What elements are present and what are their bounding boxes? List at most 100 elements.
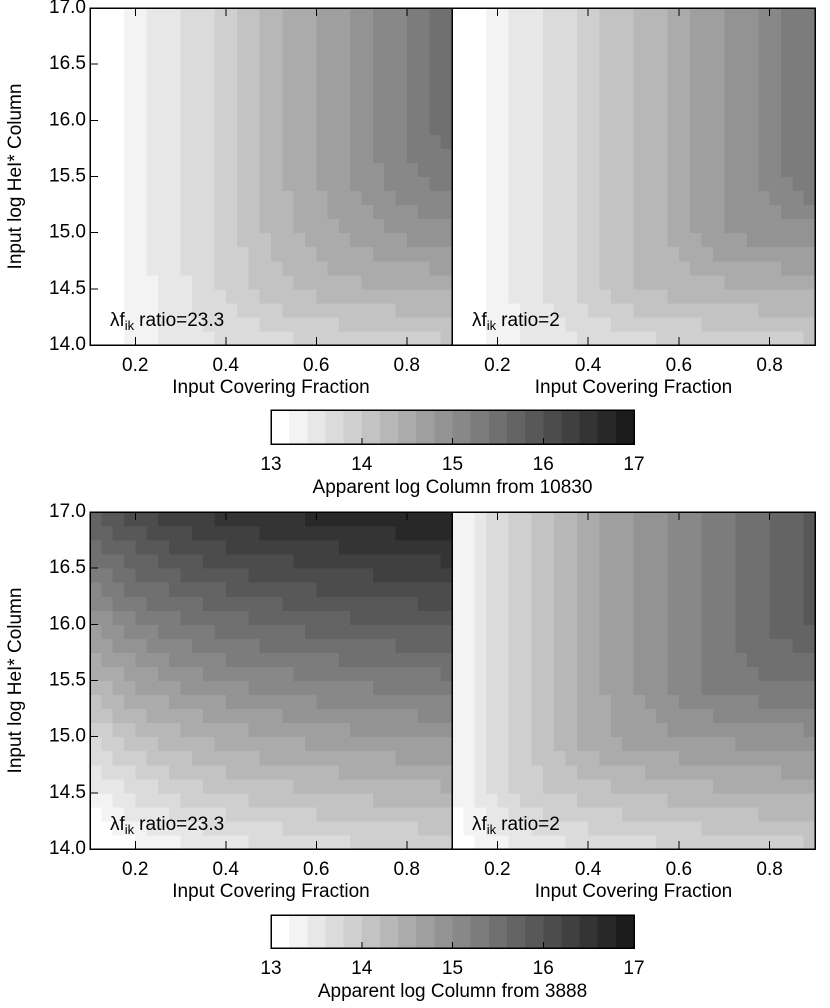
contour-cell: [157, 260, 170, 276]
contour-cell: [180, 64, 193, 79]
contour-cell: [542, 526, 555, 541]
contour-cell: [701, 820, 714, 836]
contour-cell: [384, 106, 396, 121]
contour-cell: [214, 834, 227, 850]
contour-cell: [656, 148, 669, 163]
contour-cell: [418, 568, 430, 583]
contour-cell: [384, 22, 396, 37]
contour-cell: [157, 288, 170, 304]
contour-cell: [644, 806, 657, 822]
contour-cell: [520, 36, 532, 51]
contour-cell: [214, 78, 227, 93]
contour-cell: [90, 806, 102, 822]
contour-cell: [350, 288, 362, 304]
contour-cell: [282, 148, 295, 163]
annotation-sub: ik: [125, 822, 135, 837]
contour-cell: [474, 582, 487, 597]
contour-cell: [146, 232, 159, 248]
contour-cell: [180, 148, 193, 163]
contour-cell: [599, 764, 612, 780]
contour-cell: [520, 162, 532, 177]
contour-cell: [690, 834, 703, 850]
contour-cell: [169, 806, 181, 822]
contour-cell: [418, 638, 430, 653]
contour-cell: [282, 666, 295, 681]
contour-cell: [758, 694, 771, 710]
contour-cell: [406, 834, 419, 850]
contour-cell: [554, 8, 566, 23]
contour-cell: [350, 78, 362, 93]
contour-cell: [803, 148, 816, 163]
contour-cell: [203, 792, 215, 808]
contour-cell: [316, 764, 329, 780]
contour-cell: [486, 540, 498, 555]
contour-cell: [203, 8, 215, 23]
contour-cell: [769, 820, 782, 836]
contour-cell: [406, 708, 419, 724]
contour-cell: [304, 736, 317, 752]
contour-cell: [259, 778, 272, 794]
contour-cell: [271, 526, 283, 541]
contour-cell: [112, 624, 125, 639]
contour-cell: [90, 568, 102, 583]
contour-cell: [746, 36, 759, 51]
contour-cell: [372, 694, 385, 710]
colorbar-cell: [271, 410, 290, 444]
contour-cell: [123, 302, 136, 318]
contour-cell: [440, 778, 453, 794]
contour-cell: [724, 162, 737, 177]
contour-cell: [792, 204, 805, 220]
contour-cell: [237, 176, 249, 192]
colorbar-cell: [452, 915, 472, 948]
contour-cell: [520, 78, 532, 93]
contour-cell: [452, 64, 464, 79]
contour-cell: [248, 232, 261, 248]
contour-cell: [214, 148, 227, 163]
contour-cell: [384, 260, 396, 276]
contour-cell: [248, 218, 261, 234]
contour-cell: [327, 806, 340, 822]
contour-cell: [271, 274, 283, 290]
contour-cell: [406, 792, 419, 808]
contour-cell: [599, 260, 612, 276]
contour-cell: [157, 120, 170, 135]
contour-cell: [180, 176, 193, 192]
contour-cell: [361, 638, 374, 653]
contour-cell: [588, 708, 600, 724]
contour-cell: [304, 624, 317, 639]
contour-cell: [724, 288, 737, 304]
contour-cell: [576, 806, 589, 822]
contour-cell: [361, 568, 374, 583]
contour-cell: [361, 652, 374, 667]
contour-cell: [169, 134, 181, 149]
contour-cell: [758, 764, 771, 780]
contour-cell: [576, 722, 589, 738]
contour-cell: [554, 512, 566, 527]
contour-cell: [588, 680, 600, 696]
contour-cell: [248, 274, 261, 290]
contour-cell: [90, 218, 102, 234]
contour-cell: [667, 764, 680, 780]
contour-cell: [565, 750, 578, 766]
contour-cell: [508, 596, 521, 611]
contour-cell: [758, 722, 771, 738]
contour-cell: [474, 638, 487, 653]
contour-cell: [565, 610, 578, 625]
contour-cell: [497, 218, 510, 234]
contour-cell: [712, 596, 725, 611]
contour-cell: [599, 694, 612, 710]
contour-cell: [769, 232, 782, 248]
contour-cell: [157, 610, 170, 625]
contour-cell: [633, 540, 646, 555]
contour-cell: [146, 512, 159, 527]
contour-cell: [304, 610, 317, 625]
contour-cell: [520, 22, 532, 37]
colorbar-cell: [271, 915, 290, 948]
contour-cell: [486, 162, 498, 177]
contour-cell: [248, 288, 261, 304]
contour-cell: [259, 638, 272, 653]
contour-cell: [565, 8, 578, 23]
contour-cell: [792, 834, 805, 850]
contour-cell: [622, 134, 634, 149]
x-tick-label: 0.2: [122, 859, 148, 880]
